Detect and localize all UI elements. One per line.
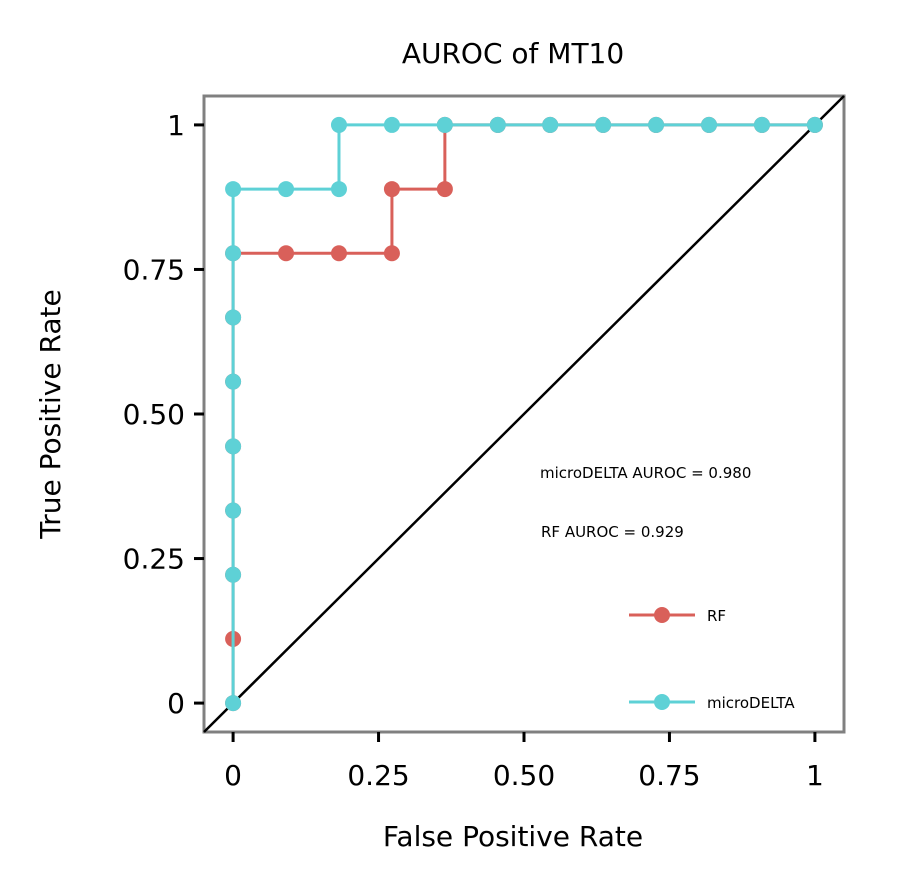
microdelta-point <box>225 309 242 326</box>
legend-rf-marker <box>654 607 670 623</box>
microdelta-point <box>225 181 242 198</box>
y-axis-ticks: 0 0.25 0.50 0.75 1 <box>123 109 204 720</box>
chart-title: AUROC of MT10 <box>402 37 624 70</box>
microdelta-point <box>225 695 242 712</box>
x-axis-ticks: 0 0.25 0.50 0.75 1 <box>224 732 824 792</box>
series-microdelta <box>225 116 823 712</box>
microdelta-point <box>489 116 506 133</box>
microdelta-point <box>701 116 718 133</box>
microdelta-point <box>753 116 770 133</box>
y-axis-label: True Positive Rate <box>34 289 67 539</box>
y-tick-label: 1 <box>167 109 185 142</box>
microdelta-point <box>225 245 242 262</box>
microdelta-point <box>225 502 242 519</box>
y-tick-label: 0.25 <box>123 543 185 576</box>
x-tick-label: 1 <box>806 759 824 792</box>
y-tick-label: 0 <box>167 687 185 720</box>
microdelta-point <box>383 116 400 133</box>
microdelta-point <box>330 116 347 133</box>
microdelta-auroc-annotation: microDELTA AUROC = 0.980 <box>540 464 751 482</box>
y-tick-label: 0.50 <box>123 398 185 431</box>
microdelta-point <box>225 566 242 583</box>
microdelta-point <box>806 116 823 133</box>
random-classifier-diagonal <box>203 95 845 733</box>
legend-rf-label: RF <box>707 607 726 625</box>
microdelta-point <box>278 181 295 198</box>
rf-point <box>436 181 453 198</box>
x-tick-label: 0.75 <box>638 759 700 792</box>
microdelta-point <box>225 438 242 455</box>
rf-point <box>278 245 295 262</box>
microdelta-point <box>595 116 612 133</box>
rf-auroc-annotation: RF AUROC = 0.929 <box>541 523 684 541</box>
legend-microdelta-label: microDELTA <box>707 694 795 712</box>
microdelta-point <box>542 116 559 133</box>
y-tick-label: 0.75 <box>123 253 185 286</box>
legend-microdelta-marker <box>654 694 670 710</box>
rf-point <box>383 181 400 198</box>
rf-point <box>330 245 347 262</box>
microdelta-line <box>231 123 815 704</box>
series-layer <box>225 116 823 712</box>
rf-point <box>383 245 400 262</box>
x-tick-label: 0.50 <box>493 759 555 792</box>
microdelta-point <box>436 116 453 133</box>
x-tick-label: 0.25 <box>347 759 409 792</box>
x-tick-label: 0 <box>224 759 242 792</box>
microdelta-point <box>648 116 665 133</box>
microdelta-point <box>330 181 347 198</box>
legend: RF microDELTA <box>629 607 795 712</box>
microdelta-point <box>225 373 242 390</box>
x-axis-label: False Positive Rate <box>383 820 643 853</box>
